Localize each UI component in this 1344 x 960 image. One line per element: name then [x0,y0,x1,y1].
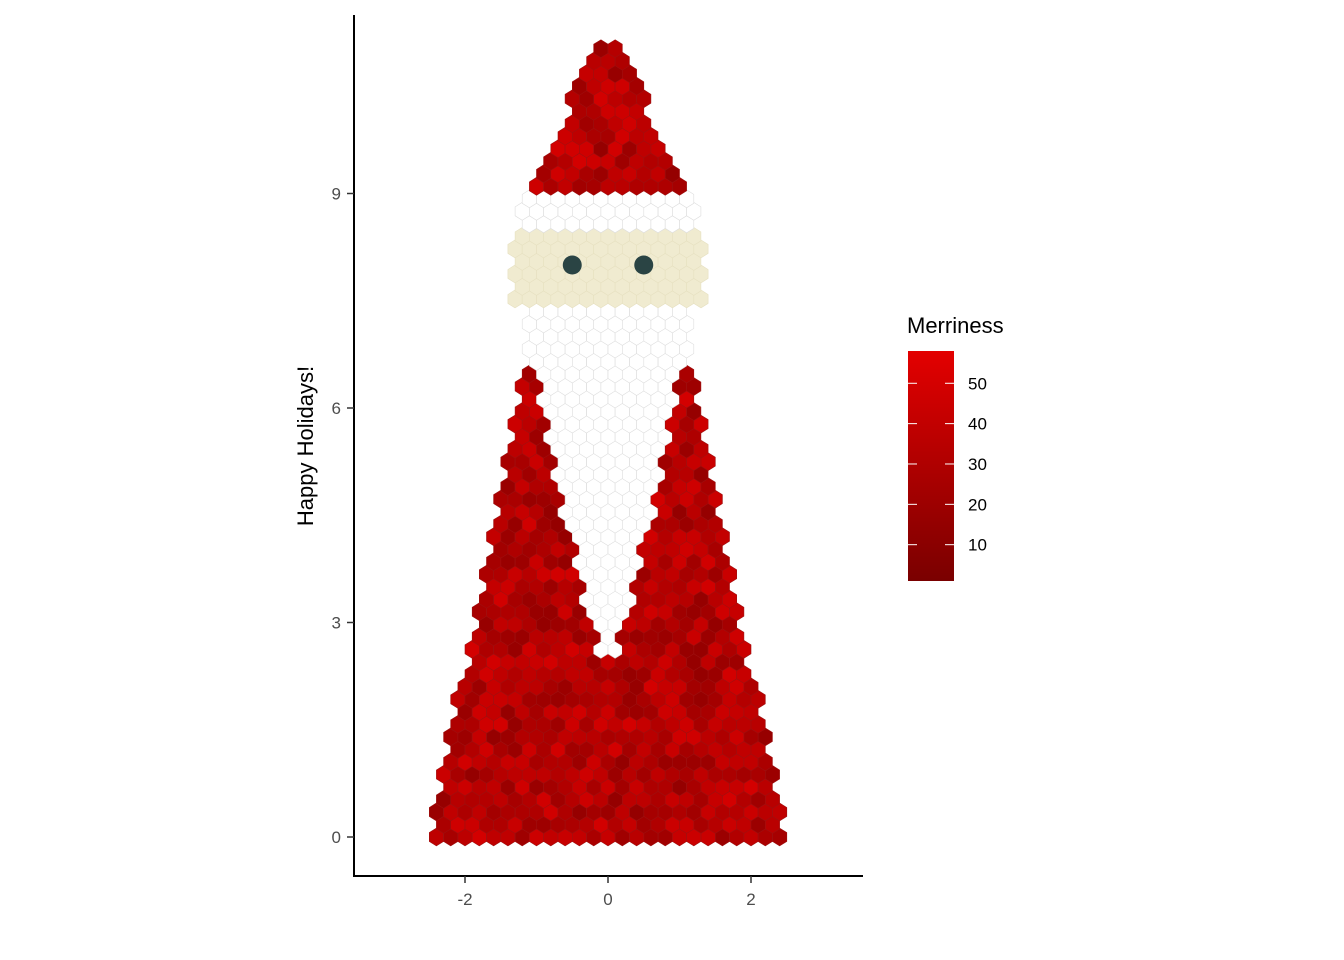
legend-colorbar [908,351,954,581]
legend: Merriness 10 20 30 40 50 [907,313,1004,581]
legend-label: 50 [968,374,987,393]
legend-title: Merriness [907,313,1004,338]
x-tick-label: 0 [603,890,612,909]
x-tick-label: -2 [457,890,472,909]
legend-label: 20 [968,495,987,514]
y-tick-label: 6 [332,399,341,418]
hex-cell-hat [607,39,623,58]
axis-ticks: -2 0 2 0 3 6 9 [332,185,756,910]
eye-point [634,255,654,275]
y-axis-title: Happy Holidays! [293,366,318,526]
eye-point [562,255,582,275]
legend-label: 40 [968,415,987,434]
y-tick-label: 0 [332,828,341,847]
x-tick-label: 2 [746,890,755,909]
legend-ticks: 10 20 30 40 50 [908,374,987,555]
y-tick-label: 3 [332,614,341,633]
legend-label: 10 [968,536,987,555]
y-tick-label: 9 [332,185,341,204]
chart-marks [428,39,788,847]
legend-label: 30 [968,455,987,474]
